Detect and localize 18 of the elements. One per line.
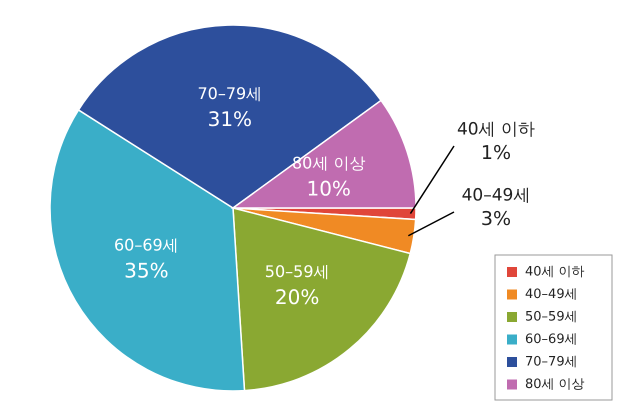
data-label: 1% (480, 142, 512, 164)
legend-label: 70–79세 (525, 354, 578, 370)
slice-label: 50–59세 (264, 262, 330, 281)
data-label: 35% (124, 258, 169, 283)
legend-label: 40세 이하 (525, 264, 585, 280)
legend-label: 60–69세 (525, 332, 578, 348)
legend-label: 80세 이상 (525, 377, 585, 392)
slice-label: 40세 이하 (456, 120, 536, 140)
slice-label: 80세 이상 (292, 153, 366, 172)
slice-label: 40–49세 (462, 186, 530, 206)
slice-label: 60–69세 (114, 236, 179, 255)
data-label: 31% (208, 106, 252, 131)
data-label: 3% (480, 208, 512, 230)
data-label: 10% (306, 176, 351, 200)
legend-label: 50–59세 (525, 310, 578, 325)
data-label: 20% (274, 285, 320, 310)
legend-label: 40–49세 (525, 287, 578, 302)
slice-label: 70–79세 (197, 84, 262, 103)
